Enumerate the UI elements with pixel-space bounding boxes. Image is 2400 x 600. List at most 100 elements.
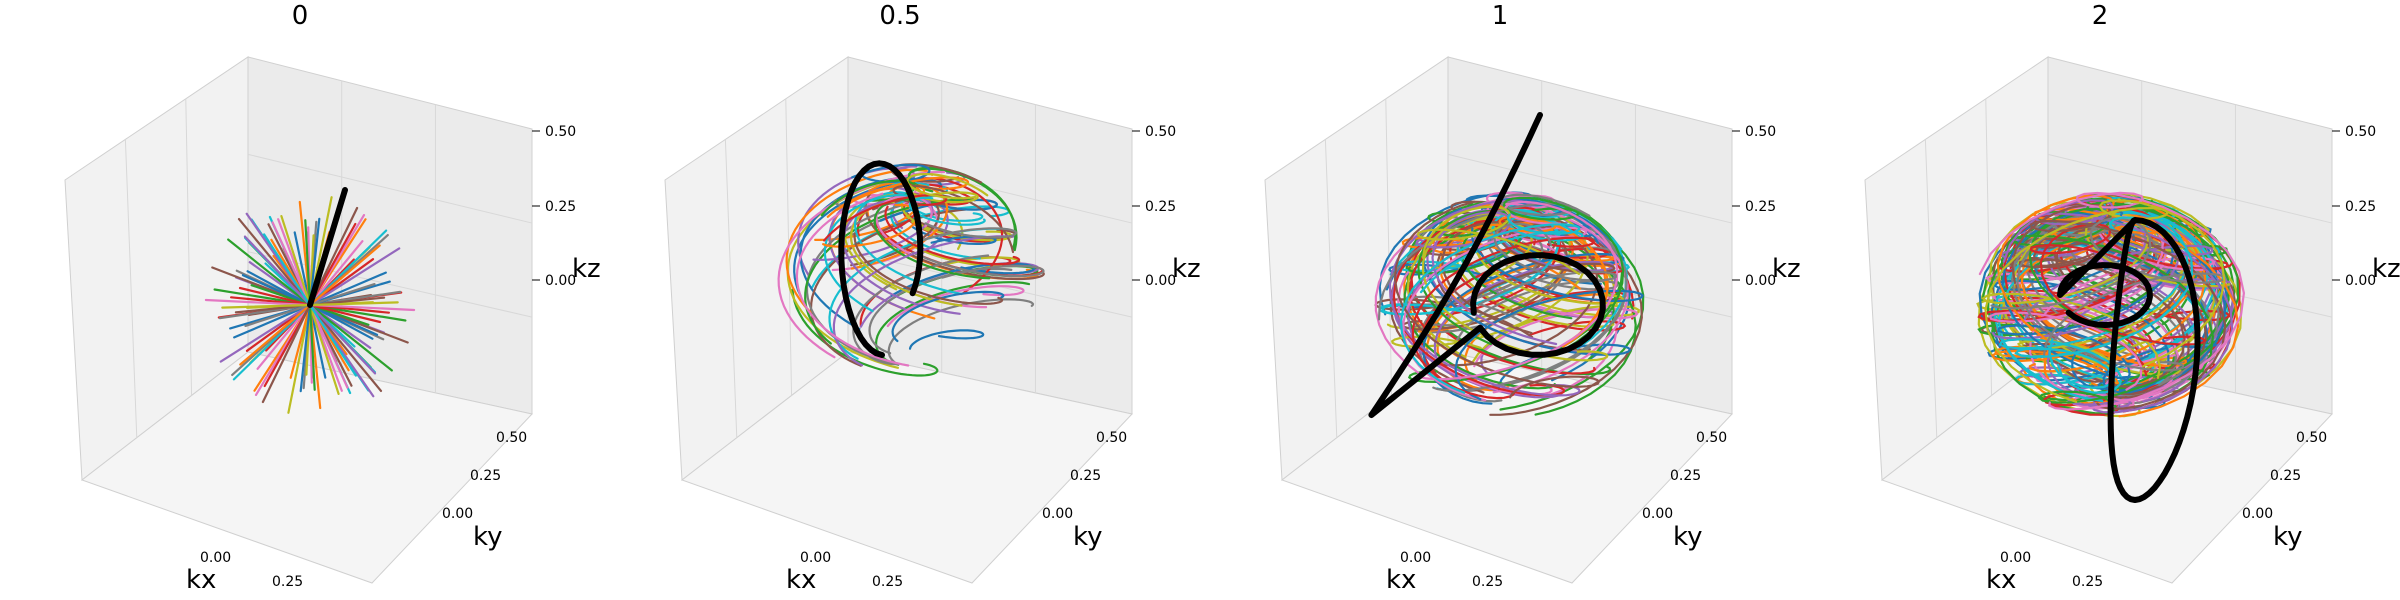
y-tick-label: 0.50 <box>1696 430 1727 446</box>
z-axis-label: kz <box>1172 254 1201 284</box>
trajectory-curve <box>1502 196 1625 354</box>
z-tick-label: 0.50 <box>1745 124 1776 140</box>
panel-1: 0.50.000.250.50kz0.000.250.50ky0.000.25k… <box>664 1 1201 595</box>
trajectory-curve <box>853 191 963 296</box>
x-tick-label: 0.25 <box>872 574 903 590</box>
highlighted-trajectory <box>307 187 348 308</box>
trajectory-curve <box>892 184 1015 254</box>
y-axis-label: ky <box>2273 522 2303 552</box>
pane-floor <box>80 351 533 584</box>
x-tick-label: 0.00 <box>2000 550 2031 566</box>
trajectory-curve <box>853 232 1004 305</box>
highlighted-trajectory <box>838 160 924 358</box>
panel-title: 2 <box>2092 1 2109 31</box>
trajectory-curve <box>908 329 985 350</box>
trajectory-curve <box>886 285 1025 328</box>
z-tick-label: 0.50 <box>1145 124 1176 140</box>
highlighted-trajectory <box>2057 217 2201 503</box>
pane-floor <box>1880 351 2333 584</box>
x-tick-label: 0.25 <box>272 574 303 590</box>
trajectory-curve <box>906 173 989 200</box>
trajectory-curve <box>890 262 1036 297</box>
grid-line <box>1924 139 1938 438</box>
x-tick-label: 0.25 <box>1472 574 1503 590</box>
z-tick-label: 0.00 <box>1145 273 1176 289</box>
pane-floor <box>680 351 1133 584</box>
trajectory-curve <box>842 200 961 315</box>
curves <box>1976 191 2246 418</box>
grid-line <box>1985 98 1993 396</box>
trajectory-curve <box>791 288 939 377</box>
z-axis-label: kz <box>1772 254 1801 284</box>
trajectory-curve <box>832 235 1015 367</box>
z-tick-label: 0.50 <box>545 124 576 140</box>
trajectory-curve <box>1978 191 2246 411</box>
highlighted-trajectory <box>1368 112 1606 418</box>
x-tick-label: 0.00 <box>1400 550 1431 566</box>
z-tick-label: 0.50 <box>2345 124 2376 140</box>
trajectory-curve <box>1996 194 2240 418</box>
grid-line <box>247 153 533 224</box>
panel-title: 0 <box>292 1 309 31</box>
x-axis-label: kx <box>1986 565 2016 595</box>
y-tick-label: 0.50 <box>1096 430 1127 446</box>
trajectory-curve <box>900 202 1013 242</box>
trajectory-curve <box>884 205 1021 266</box>
grid-line <box>124 139 138 438</box>
trajectory-curve <box>823 194 913 313</box>
panel-title: 1 <box>1492 1 1509 31</box>
y-axis-label: ky <box>1073 522 1103 552</box>
trajectory-curve <box>1984 199 2226 403</box>
z-tick-label: 0.25 <box>1745 199 1776 215</box>
pane-back <box>247 56 533 415</box>
y-tick-label: 0.00 <box>1642 506 1673 522</box>
trajectory-curve <box>912 222 1018 244</box>
trajectory-curve <box>875 194 933 255</box>
grid-line <box>1447 153 1733 224</box>
y-tick-label: 0.50 <box>496 430 527 446</box>
z-tick-label: 0.25 <box>2345 199 2376 215</box>
trajectory-curve <box>1393 200 1601 399</box>
grid-line <box>724 139 738 438</box>
z-tick-label: 0.00 <box>545 273 576 289</box>
trajectory-curve <box>835 176 970 211</box>
x-tick-label: 0.00 <box>200 550 231 566</box>
trajectory-curve <box>1388 199 1581 397</box>
trajectory-curve <box>2029 223 2207 346</box>
y-tick-label: 0.25 <box>2270 468 2301 484</box>
panel-title: 0.5 <box>879 1 920 31</box>
y-tick-label: 0.00 <box>1042 506 1073 522</box>
trajectory-curve <box>1454 227 1644 401</box>
x-tick-label: 0.00 <box>800 550 831 566</box>
trajectory-curve <box>852 254 990 366</box>
grid-line <box>1324 139 1338 438</box>
y-tick-label: 0.25 <box>470 468 501 484</box>
trajectory-curve <box>1399 213 1581 394</box>
y-axis-label: ky <box>1673 522 1703 552</box>
z-tick-label: 0.25 <box>1145 199 1176 215</box>
z-tick-label: 0.25 <box>545 199 576 215</box>
x-axis-label: kx <box>1386 565 1416 595</box>
x-tick-label: 0.25 <box>2072 574 2103 590</box>
x-axis-label: kx <box>186 565 216 595</box>
z-axis-label: kz <box>572 254 601 284</box>
trajectory-curve <box>911 251 1045 279</box>
trajectory-curve <box>1998 211 2189 394</box>
trajectory-curve <box>2014 216 2194 389</box>
trajectory-curve <box>1411 236 1596 400</box>
x-axis-label: kx <box>786 565 816 595</box>
y-tick-label: 0.00 <box>442 506 473 522</box>
z-axis-label: kz <box>2372 254 2400 284</box>
trajectory-curve <box>1374 191 1556 376</box>
trajectory-curve <box>1988 214 2204 391</box>
y-tick-label: 0.00 <box>2242 506 2273 522</box>
trajectory-curve <box>887 298 1035 366</box>
y-axis-label: ky <box>473 522 503 552</box>
z-tick-label: 0.00 <box>1745 273 1776 289</box>
grid-line <box>847 251 1133 318</box>
trajectory-curve <box>1416 205 1581 275</box>
